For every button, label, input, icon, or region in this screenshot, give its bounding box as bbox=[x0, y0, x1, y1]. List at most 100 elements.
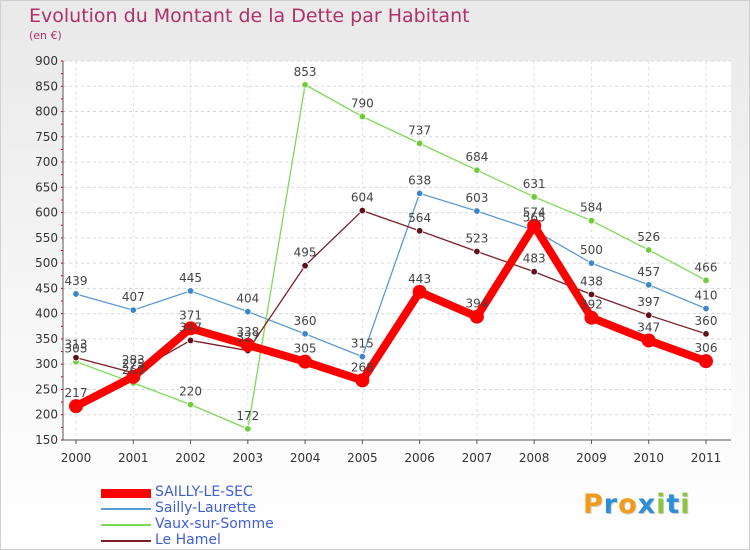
data-point bbox=[69, 399, 83, 414]
data-point bbox=[702, 330, 710, 338]
data-label: 631 bbox=[523, 177, 546, 191]
logo-letter: t bbox=[666, 489, 681, 520]
data-label: 495 bbox=[294, 246, 317, 260]
data-point bbox=[645, 281, 653, 289]
data-point bbox=[186, 400, 195, 409]
data-label: 313 bbox=[65, 338, 88, 352]
data-point bbox=[244, 425, 252, 433]
data-label: 315 bbox=[351, 337, 374, 351]
data-label: 438 bbox=[580, 274, 603, 288]
y-tick-label: 500 bbox=[35, 256, 58, 270]
data-label: 397 bbox=[637, 295, 660, 309]
data-label: 407 bbox=[122, 290, 145, 304]
data-label: 853 bbox=[294, 65, 317, 79]
data-label: 584 bbox=[580, 201, 603, 215]
data-label: 268 bbox=[351, 360, 374, 374]
data-label: 360 bbox=[294, 314, 317, 328]
data-point bbox=[240, 337, 255, 352]
logo-letter: x bbox=[637, 489, 657, 520]
data-point bbox=[129, 306, 137, 314]
data-label: 574 bbox=[523, 206, 546, 220]
data-point bbox=[301, 330, 309, 338]
data-label: 306 bbox=[695, 341, 718, 355]
y-tick-label: 600 bbox=[35, 206, 58, 220]
series-line bbox=[75, 192, 707, 358]
logo-letter: i bbox=[680, 489, 691, 520]
x-tick-label: 2008 bbox=[519, 451, 550, 465]
data-label: 445 bbox=[179, 271, 202, 285]
y-tick-label: 550 bbox=[35, 231, 58, 245]
data-point bbox=[415, 139, 424, 148]
legend-swatch bbox=[101, 524, 151, 526]
y-tick-label: 750 bbox=[35, 130, 58, 144]
data-point bbox=[126, 369, 141, 384]
x-tick-label: 2005 bbox=[347, 451, 378, 465]
logo-letter: o bbox=[618, 489, 638, 520]
data-point bbox=[244, 307, 252, 316]
data-point bbox=[530, 193, 538, 201]
data-point bbox=[587, 259, 596, 267]
data-point bbox=[186, 336, 195, 345]
data-label: 439 bbox=[65, 274, 88, 288]
data-point bbox=[301, 261, 309, 270]
y-axis-unit-label: (en €) bbox=[29, 29, 62, 42]
data-label: 410 bbox=[695, 289, 718, 303]
data-point bbox=[183, 321, 198, 336]
data-point bbox=[699, 354, 713, 369]
data-label: 172 bbox=[236, 409, 259, 423]
y-tick-label: 900 bbox=[35, 54, 58, 68]
data-label: 684 bbox=[465, 150, 488, 164]
data-label: 217 bbox=[65, 386, 88, 400]
data-point bbox=[355, 373, 370, 388]
data-label: 604 bbox=[351, 191, 374, 205]
data-point bbox=[469, 309, 484, 324]
legend-swatch bbox=[101, 488, 151, 498]
data-point bbox=[702, 276, 710, 285]
x-tick-label: 2010 bbox=[633, 451, 664, 465]
y-tick-label: 400 bbox=[35, 307, 58, 321]
chart-title: Evolution du Montant de la Dette par Hab… bbox=[29, 5, 470, 27]
x-tick-label: 2004 bbox=[290, 451, 321, 465]
data-label: 638 bbox=[408, 173, 431, 187]
data-label: 347 bbox=[179, 320, 202, 334]
data-point bbox=[584, 310, 599, 325]
legend-label: Sailly-Laurette bbox=[155, 500, 257, 516]
data-point bbox=[358, 112, 367, 121]
data-point bbox=[298, 354, 313, 369]
data-label: 564 bbox=[408, 211, 431, 225]
x-tick-label: 2007 bbox=[462, 451, 493, 465]
data-point bbox=[473, 166, 481, 174]
data-label: 283 bbox=[122, 353, 145, 367]
y-tick-label: 800 bbox=[35, 105, 58, 119]
data-label: 790 bbox=[351, 97, 374, 111]
data-point bbox=[587, 216, 596, 225]
data-point bbox=[645, 246, 653, 254]
data-point bbox=[587, 290, 596, 299]
data-label: 327 bbox=[236, 331, 259, 345]
y-tick-label: 700 bbox=[35, 155, 58, 169]
data-label: 263 bbox=[122, 363, 145, 377]
data-point bbox=[412, 284, 427, 299]
legend-label: Vaux-sur-Somme bbox=[155, 516, 274, 532]
data-label: 603 bbox=[465, 191, 488, 205]
data-label: 737 bbox=[408, 123, 431, 137]
data-point bbox=[415, 189, 424, 198]
data-label: 523 bbox=[465, 232, 488, 246]
proxiti-logo: Proxiti bbox=[583, 489, 691, 520]
data-point bbox=[186, 287, 195, 295]
logo-letter: r bbox=[603, 489, 619, 520]
data-label: 275 bbox=[122, 357, 145, 371]
data-label: 371 bbox=[179, 308, 202, 322]
y-tick-label: 200 bbox=[35, 408, 58, 422]
data-label: 394 bbox=[465, 297, 488, 311]
x-tick-label: 2009 bbox=[576, 451, 607, 465]
data-point bbox=[358, 206, 367, 215]
data-point bbox=[702, 304, 710, 313]
data-point bbox=[641, 333, 656, 348]
series-line bbox=[75, 209, 707, 374]
data-label: 466 bbox=[695, 260, 718, 274]
data-point bbox=[473, 247, 481, 256]
x-tick-label: 2011 bbox=[691, 451, 722, 465]
